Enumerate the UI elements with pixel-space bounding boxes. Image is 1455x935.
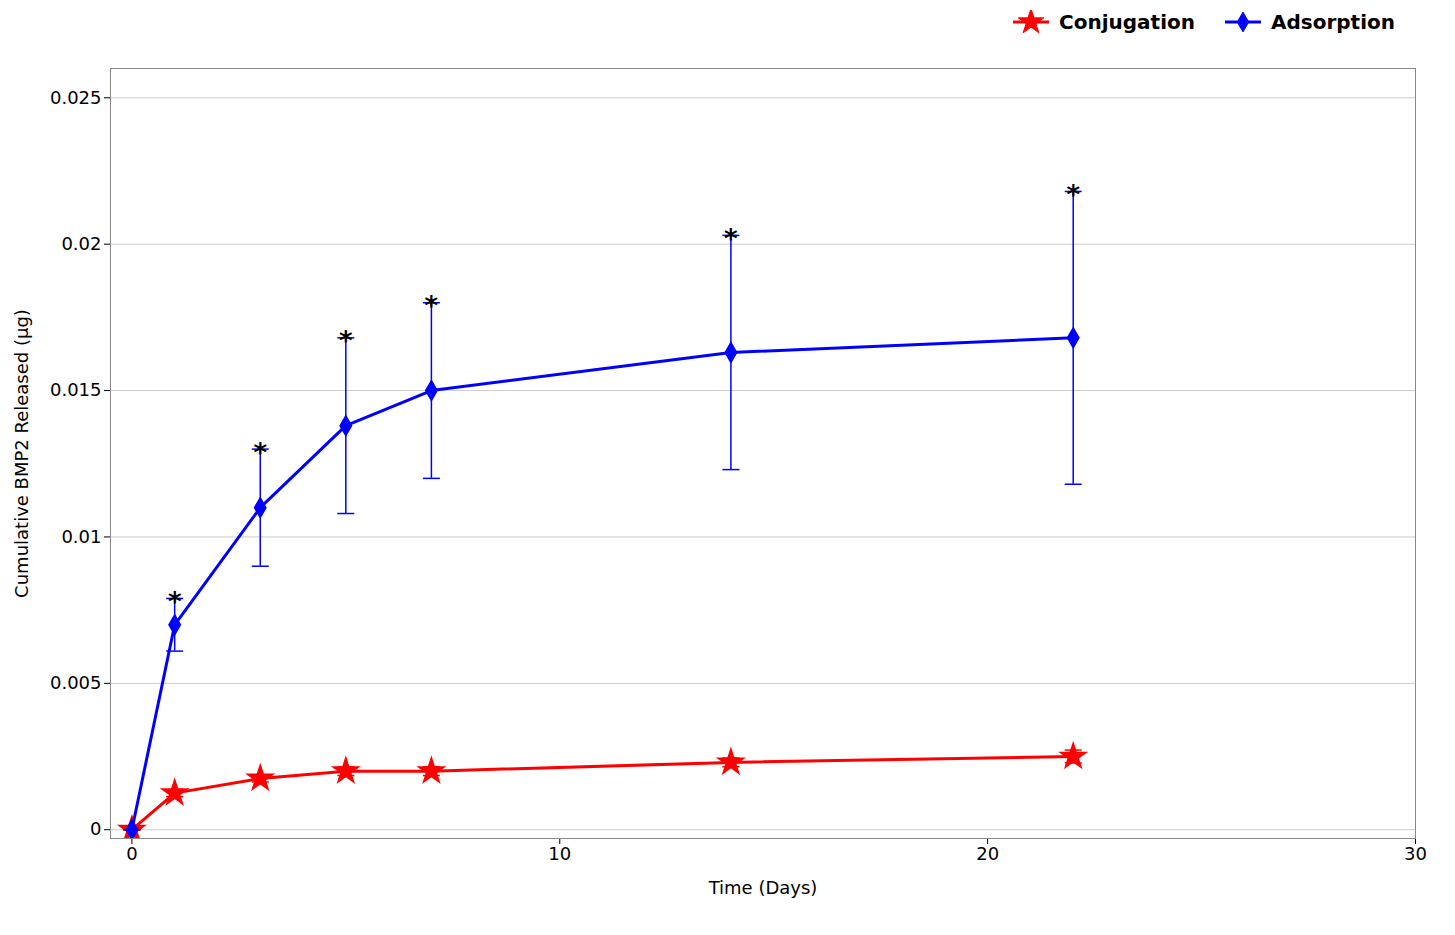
svg-text:0.025: 0.025 xyxy=(50,87,102,108)
html-text:Conjugation: Conjugation xyxy=(1059,10,1195,34)
svg-text:Time (Days): Time (Days) xyxy=(708,877,818,898)
html-text:Adsorption: Adsorption xyxy=(1271,10,1395,34)
svg-text:0.02: 0.02 xyxy=(61,233,101,254)
svg-text:Cumulative BMP2 Released (µg): Cumulative BMP2 Released (µg) xyxy=(11,309,32,598)
svg-text:*: * xyxy=(724,224,738,254)
svg-text:20: 20 xyxy=(976,843,999,864)
svg-text:0: 0 xyxy=(90,818,101,839)
svg-text:*: * xyxy=(168,587,182,617)
svg-text:0.01: 0.01 xyxy=(61,526,101,547)
svg-text:*: * xyxy=(425,291,439,321)
svg-text:10: 10 xyxy=(548,843,571,864)
svg-text:0: 0 xyxy=(126,843,137,864)
svg-text:*: * xyxy=(1066,180,1080,210)
svg-text:30: 30 xyxy=(1404,843,1427,864)
svg-text:*: * xyxy=(339,326,353,356)
svg-text:0.005: 0.005 xyxy=(50,672,102,693)
svg-text:0.015: 0.015 xyxy=(50,379,102,400)
svg-text:*: * xyxy=(253,438,267,468)
